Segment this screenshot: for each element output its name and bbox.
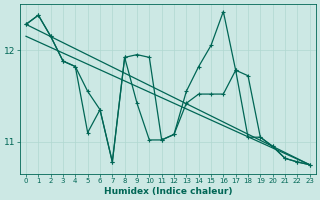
X-axis label: Humidex (Indice chaleur): Humidex (Indice chaleur) bbox=[104, 187, 232, 196]
